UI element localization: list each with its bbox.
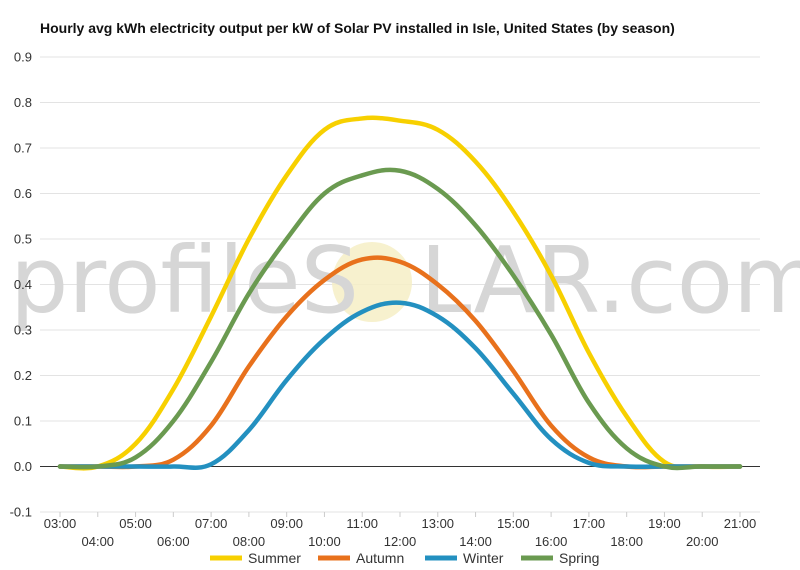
x-tick-label: 04:00 — [82, 534, 115, 549]
y-axis-ticks: -0.1 0.0 0.1 0.2 0.3 0.4 0.5 0.6 0.7 0.8 0.9 — [10, 50, 32, 520]
x-tick-label: 08:00 — [233, 534, 266, 549]
x-tick-label: 17:00 — [573, 516, 606, 531]
x-tick-label: 03:00 — [44, 516, 77, 531]
y-tick-label: -0.1 — [10, 505, 32, 520]
x-axis-ticks: 03:00 04:00 05:00 06:00 07:00 08:00 09:00 10:00… — [44, 512, 757, 549]
watermark-suffix: LAR.com — [420, 227, 800, 334]
y-tick-label: 0.9 — [14, 50, 32, 65]
x-tick-label: 07:00 — [195, 516, 228, 531]
x-tick-label: 06:00 — [157, 534, 190, 549]
watermark: profileS LAR.com — [10, 227, 800, 334]
y-tick-label: 0.0 — [14, 459, 32, 474]
y-tick-label: 0.7 — [14, 141, 32, 156]
legend: Summer Autumn Winter Spring — [210, 550, 599, 566]
chart-title: Hourly avg kWh electricity output per kW… — [40, 20, 675, 36]
series-line-winter — [57, 300, 743, 470]
x-tick-label: 15:00 — [497, 516, 530, 531]
legend-label-autumn: Autumn — [356, 550, 404, 566]
x-tick-label: 14:00 — [459, 534, 492, 549]
x-tick-label: 05:00 — [119, 516, 152, 531]
series-line-spring — [57, 167, 743, 471]
x-tick-label: 21:00 — [724, 516, 757, 531]
y-tick-label: 0.8 — [14, 95, 32, 110]
series-line-summer — [57, 115, 743, 471]
series-lines — [57, 115, 743, 471]
watermark-prefix: profileS — [10, 227, 359, 334]
x-tick-label: 09:00 — [270, 516, 303, 531]
y-tick-label: 0.6 — [14, 186, 32, 201]
y-tick-label: 0.3 — [14, 323, 32, 338]
y-tick-label: 0.4 — [14, 277, 32, 292]
legend-label-summer: Summer — [248, 550, 301, 566]
y-tick-label: 0.2 — [14, 368, 32, 383]
x-tick-label: 10:00 — [308, 534, 341, 549]
y-tick-label: 0.5 — [14, 232, 32, 247]
x-tick-label: 13:00 — [422, 516, 455, 531]
legend-label-winter: Winter — [463, 550, 504, 566]
x-tick-label: 18:00 — [610, 534, 643, 549]
x-tick-label: 20:00 — [686, 534, 719, 549]
x-tick-label: 19:00 — [648, 516, 681, 531]
x-tick-label: 16:00 — [535, 534, 568, 549]
y-tick-label: 0.1 — [14, 414, 32, 429]
x-tick-label: 12:00 — [384, 534, 417, 549]
legend-label-spring: Spring — [559, 550, 599, 566]
x-tick-label: 11:00 — [346, 516, 378, 531]
